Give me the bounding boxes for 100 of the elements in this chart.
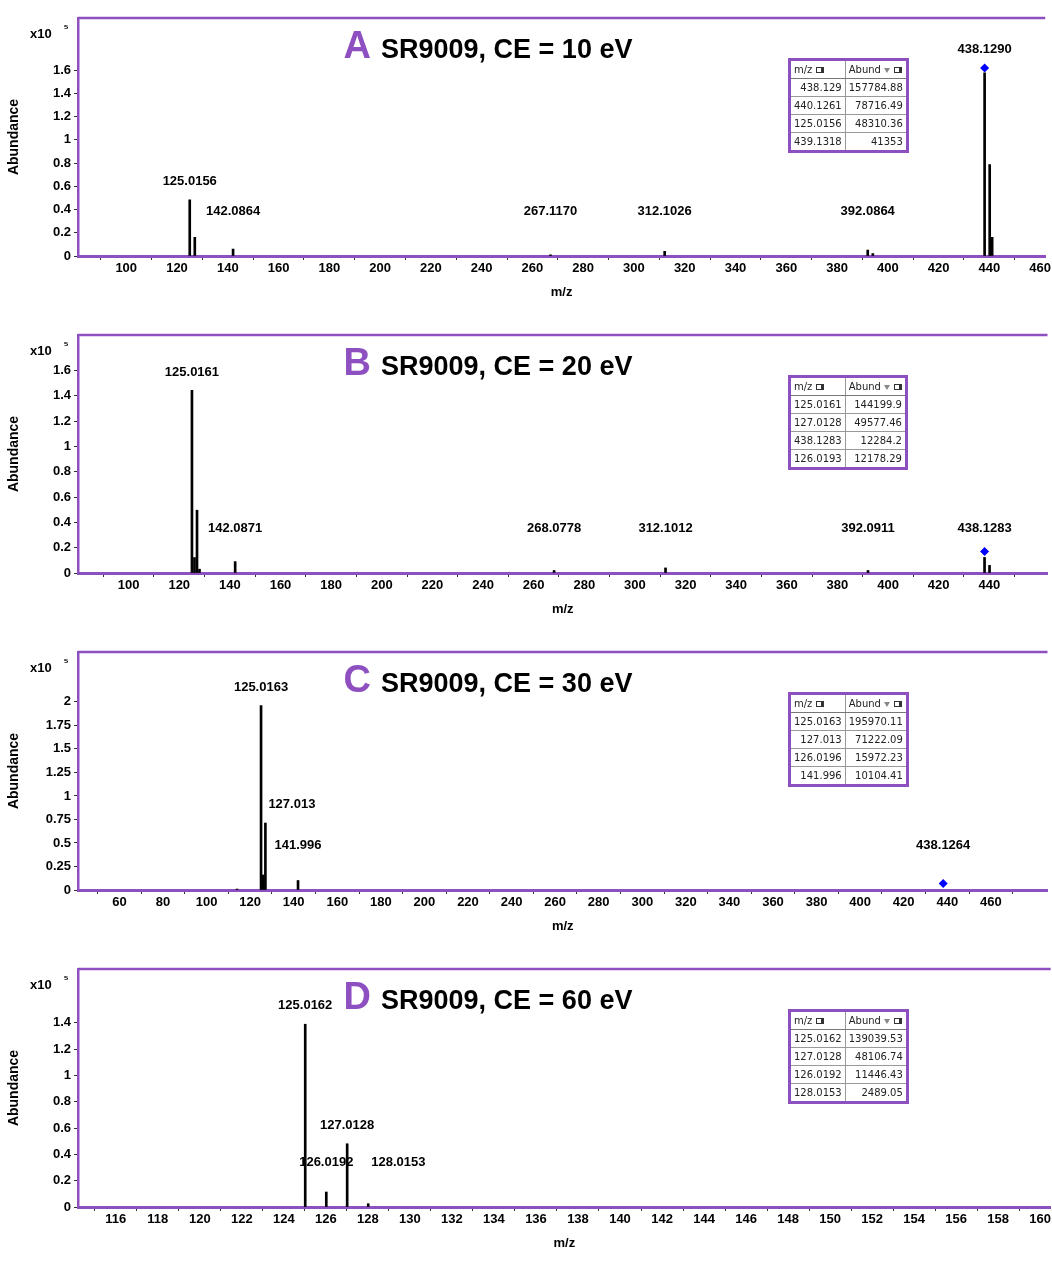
- x-tick-label: 122: [231, 1211, 253, 1227]
- y-tick-label: 1.4: [52, 1014, 72, 1030]
- y-tick-label: 1.6: [52, 362, 71, 378]
- y-tick-label: 0.6: [52, 177, 71, 193]
- x-tick-label: 180: [318, 260, 341, 276]
- x-tick-label: 200: [413, 894, 436, 910]
- y-tick-label: 1.4: [52, 85, 72, 101]
- annotation: 438.1290: [957, 41, 1012, 56]
- annotation: 141.996: [274, 837, 322, 853]
- bar: [193, 237, 197, 256]
- annotation: 49577.46: [854, 417, 902, 428]
- annotation: 128.0153: [371, 1154, 426, 1170]
- annotation: 438.1264: [916, 837, 972, 853]
- x-tick-label: 130: [399, 1211, 421, 1227]
- y-tick-label: 0.8: [52, 1093, 71, 1109]
- x-tick-label: 360: [775, 577, 798, 593]
- y-tick-label: 1.5: [52, 740, 71, 756]
- x-tick-label: 120: [168, 577, 191, 593]
- x-tick-label: 220: [420, 260, 442, 276]
- x-tick-label: 340: [725, 577, 747, 593]
- x-tick-label: 220: [457, 894, 479, 910]
- annotation: 312.1026: [637, 203, 692, 219]
- bar: [366, 1203, 370, 1207]
- bar: [664, 567, 667, 573]
- chart-title: B: [343, 341, 372, 383]
- x-axis-title: m/z: [551, 917, 575, 933]
- bar: [324, 1191, 328, 1207]
- x-tick-label: 380: [826, 577, 849, 593]
- annotation: m/z: [794, 64, 813, 75]
- x-tick-label: 420: [927, 577, 950, 593]
- annotation: 15972.23: [855, 752, 903, 763]
- x-tick-label: 138: [567, 1211, 589, 1227]
- y-tick-label: 1: [63, 1067, 71, 1083]
- annotation: 10104.41: [855, 770, 903, 781]
- bar: [983, 557, 986, 573]
- x-tick-label: 100: [195, 894, 218, 910]
- bar: [866, 249, 870, 256]
- x-tick-label: 340: [718, 894, 741, 910]
- annotation: 127.0128: [794, 1051, 842, 1062]
- x-tick-label: 120: [166, 260, 188, 276]
- x-tick-label: 160: [269, 577, 292, 593]
- x-tick-label: 160: [267, 260, 290, 276]
- x-tick-label: 280: [587, 894, 610, 910]
- x-tick-label: 360: [762, 894, 784, 910]
- x-tick-label: 420: [892, 894, 915, 910]
- annotation: 438.1283: [794, 435, 842, 446]
- x-tick-label: 80: [155, 894, 171, 910]
- text: x10 ⁵: [30, 973, 69, 992]
- x-tick-label: 144: [693, 1211, 716, 1227]
- annotation: 12178.29: [854, 453, 902, 464]
- annotation: 127.0128: [320, 1116, 375, 1132]
- y-tick-label: 1.25: [45, 763, 71, 779]
- y-tick-label: 1: [63, 787, 71, 803]
- y-tick-label: 0: [63, 247, 71, 263]
- x-tick-label: 320: [674, 577, 697, 593]
- annotation: 125.0162: [278, 997, 333, 1013]
- x-tick-label: 180: [320, 577, 342, 593]
- bar: [663, 251, 667, 256]
- bar: [983, 72, 986, 256]
- annotation: 126.0196: [794, 752, 842, 763]
- text: SR9009, CE = 30 eV: [381, 668, 633, 698]
- y-tick-label: 0.5: [52, 834, 71, 850]
- text: SR9009, CE = 60 eV: [381, 985, 633, 1015]
- annotation: 392.0911: [841, 520, 895, 536]
- y-axis-title: Abundance: [5, 98, 22, 176]
- annotation: 125.0161: [164, 363, 220, 379]
- x-tick-label: 100: [117, 577, 140, 593]
- x-tick-label: 142: [651, 1211, 673, 1227]
- x-tick-label: 160: [326, 894, 349, 910]
- y-tick-label: 0.6: [52, 488, 71, 504]
- annotation: 440.1261: [794, 100, 842, 111]
- x-tick-label: 440: [936, 894, 959, 910]
- annotation: 2489.05: [861, 1087, 903, 1098]
- x-tick-label: 100: [115, 260, 138, 276]
- annotation: 195970.11: [848, 716, 903, 727]
- text: x10 ⁵: [30, 339, 69, 358]
- annotation: 12284.2: [860, 435, 902, 446]
- annotation: 157784.88: [848, 82, 903, 93]
- x-tick-label: 152: [861, 1211, 883, 1227]
- x-tick-label: 154: [903, 1211, 926, 1227]
- x-tick-label: 128: [357, 1211, 379, 1227]
- x-tick-label: 240: [472, 577, 494, 593]
- annotation: 142.0864: [205, 203, 261, 219]
- annotation: 11446.43: [855, 1069, 903, 1080]
- bar: [188, 199, 192, 256]
- x-tick-label: 260: [544, 894, 566, 910]
- x-tick-label: 160: [1029, 1211, 1052, 1227]
- y-tick-label: 0: [63, 1198, 71, 1214]
- x-tick-label: 460: [1029, 260, 1051, 276]
- annotation: 141.996: [800, 770, 842, 781]
- annotation: Abund: [848, 1015, 881, 1026]
- y-tick-label: 0: [63, 564, 71, 580]
- annotation: 126.0192: [794, 1069, 842, 1080]
- x-tick-label: 300: [624, 577, 646, 593]
- x-tick-label: 320: [674, 894, 697, 910]
- x-tick-label: 124: [273, 1211, 296, 1227]
- x-tick-label: 340: [724, 260, 747, 276]
- annotation: 142.0871: [208, 520, 263, 536]
- x-tick-label: 140: [216, 260, 239, 276]
- annotation: 268.0778: [526, 520, 582, 536]
